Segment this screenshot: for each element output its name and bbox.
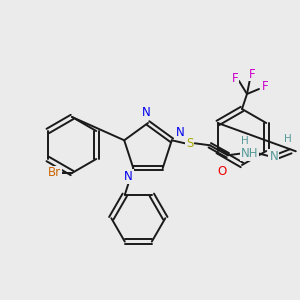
Text: O: O [217,165,226,178]
Text: F: F [249,68,255,80]
Text: NH: NH [241,147,259,160]
Text: N: N [142,106,150,119]
Text: F: F [262,80,268,94]
Text: N: N [269,150,278,163]
Text: S: S [186,137,194,150]
Text: Br: Br [47,167,61,179]
Text: F: F [232,73,238,85]
Text: H: H [241,136,249,146]
Text: N: N [124,170,133,183]
Text: H: H [284,134,292,144]
Text: N: N [176,126,184,139]
